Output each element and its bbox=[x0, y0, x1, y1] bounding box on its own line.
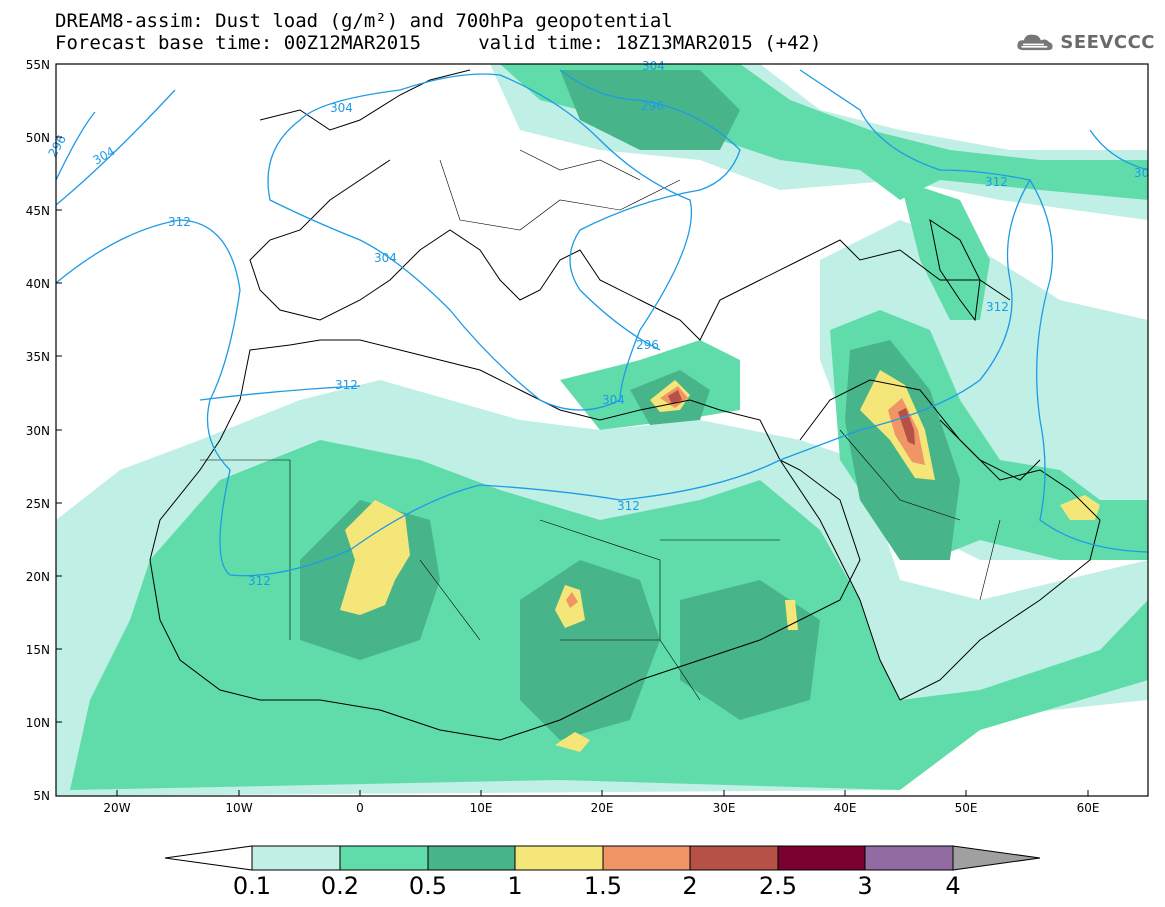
lat-label: 20N bbox=[26, 570, 50, 584]
colorbar-bin bbox=[777, 845, 866, 871]
lat-label: 45N bbox=[26, 204, 50, 218]
colorbar-label: 4 bbox=[945, 872, 960, 900]
africa-coast bbox=[149, 339, 861, 741]
contour-label: 312 bbox=[335, 378, 358, 392]
border-arabia-1 bbox=[839, 429, 961, 521]
lat-label: 5N bbox=[33, 789, 50, 803]
lon-label: 10E bbox=[470, 801, 493, 815]
lon-label: 50E bbox=[955, 801, 978, 815]
colorbar-label: 0.1 bbox=[233, 872, 271, 900]
contour-label: 304 bbox=[330, 101, 353, 115]
arabia-coast bbox=[799, 379, 1101, 701]
lon-labels: 20W 10W 0 10E 20E 30E 40E 50E 60E bbox=[103, 801, 1099, 815]
border-arabia-2 bbox=[979, 519, 1001, 601]
logo-text: SEEVCCC bbox=[1060, 31, 1155, 53]
contour-label: 312 bbox=[985, 175, 1008, 189]
lat-label: 15N bbox=[26, 643, 50, 657]
lat-label: 40N bbox=[26, 277, 50, 291]
lat-labels: 55N 50N 45N 40N 35N 30N 25N 20N 15N 10N … bbox=[26, 58, 50, 803]
lon-label: 0 bbox=[356, 801, 364, 815]
colorbar-label: 1 bbox=[507, 872, 522, 900]
border-sahara-3 bbox=[419, 559, 481, 641]
colorbar-bin bbox=[602, 845, 691, 871]
lon-label: 20W bbox=[103, 801, 130, 815]
dust-region-dark-north bbox=[560, 70, 740, 150]
contour-label: 312 bbox=[617, 499, 640, 513]
colorbar-label: 0.2 bbox=[321, 872, 359, 900]
lon-label: 20E bbox=[591, 801, 614, 815]
lat-label: 10N bbox=[26, 716, 50, 730]
contour-30-east bbox=[1089, 129, 1148, 171]
contour-label: 312 bbox=[986, 300, 1009, 314]
colorbar-label: 1.5 bbox=[584, 872, 622, 900]
dust-region-vhigh-chad bbox=[566, 592, 578, 608]
colorbar-bin bbox=[514, 845, 604, 871]
contour-296-central bbox=[559, 69, 741, 351]
contour-label: 312 bbox=[248, 574, 271, 588]
dust-field bbox=[56, 64, 1148, 796]
lat-label: 30N bbox=[26, 424, 50, 438]
dust-region-dark-sudan bbox=[680, 580, 820, 720]
lon-ticks bbox=[116, 790, 1089, 796]
lon-label: 10W bbox=[225, 801, 252, 815]
seevccc-logo: SEEVCCC bbox=[1015, 24, 1155, 60]
colorbar-label: 3 bbox=[857, 872, 872, 900]
colorbar-bin bbox=[689, 845, 779, 871]
europe-coast bbox=[249, 69, 1011, 341]
border-sahara-6 bbox=[560, 639, 701, 701]
lon-label: 40E bbox=[834, 801, 857, 815]
colorbar-bin bbox=[864, 845, 954, 871]
lat-label: 50N bbox=[26, 131, 50, 145]
colorbar-low-arrow bbox=[164, 845, 253, 871]
cloud-icon bbox=[1017, 34, 1053, 51]
dust-region-high-oman bbox=[1060, 495, 1100, 520]
caspian-coast bbox=[929, 218, 981, 322]
colorbar-bin bbox=[427, 845, 516, 871]
contour-label: 30 bbox=[1134, 166, 1149, 180]
lon-label: 30E bbox=[713, 801, 736, 815]
colorbar-label: 2 bbox=[682, 872, 697, 900]
lat-ticks bbox=[56, 63, 62, 797]
gulf-coast bbox=[939, 419, 1041, 481]
contour-label: 296 bbox=[641, 99, 664, 113]
colorbar-bin bbox=[251, 845, 341, 871]
colorbar-bin bbox=[339, 845, 429, 871]
colorbar-high-arrow bbox=[952, 845, 1041, 871]
dust-region-dark-chad bbox=[520, 560, 660, 740]
colorbar-labels: 0.1 0.2 0.5 1 1.5 2 2.5 3 4 bbox=[233, 872, 961, 900]
contour-label: 304 bbox=[642, 59, 665, 73]
red-sea-coast bbox=[779, 459, 901, 701]
contour-label: 304 bbox=[374, 251, 397, 265]
chart-title: DREAM8-assim: Dust load (g/m²) and 700hP… bbox=[55, 10, 673, 32]
lat-label: 25N bbox=[26, 497, 50, 511]
geopotential-contours bbox=[56, 69, 1148, 577]
contour-304-west bbox=[56, 89, 176, 206]
border-europe-2 bbox=[519, 149, 641, 181]
dust-region-medium-caspian bbox=[900, 180, 990, 320]
contour-label: 312 bbox=[168, 215, 191, 229]
border-europe-1 bbox=[439, 159, 681, 231]
coastlines bbox=[149, 69, 1101, 741]
colorbar-label: 0.5 bbox=[409, 872, 447, 900]
contour-312-east bbox=[1029, 179, 1148, 553]
lat-label: 35N bbox=[26, 350, 50, 364]
contour-label: 304 bbox=[602, 393, 625, 407]
contour-312-low bbox=[199, 385, 361, 401]
colorbar bbox=[164, 845, 1041, 871]
contour-304-central bbox=[267, 73, 693, 411]
country-borders bbox=[200, 149, 1001, 701]
contour-296-west bbox=[56, 111, 96, 181]
border-sahara-4 bbox=[539, 519, 661, 640]
dust-region-peak-egypt bbox=[668, 390, 682, 404]
lat-label: 55N bbox=[26, 58, 50, 72]
colorbar-label: 2.5 bbox=[759, 872, 797, 900]
forecast-time-line: Forecast base time: 00Z12MAR2015 valid t… bbox=[55, 32, 822, 54]
contour-312-west bbox=[56, 69, 1032, 577]
dust-region-high-nigeria bbox=[555, 732, 590, 752]
contour-label: 296 bbox=[636, 338, 659, 352]
lon-label: 60E bbox=[1077, 801, 1100, 815]
dust-region-high-mali bbox=[340, 500, 410, 615]
